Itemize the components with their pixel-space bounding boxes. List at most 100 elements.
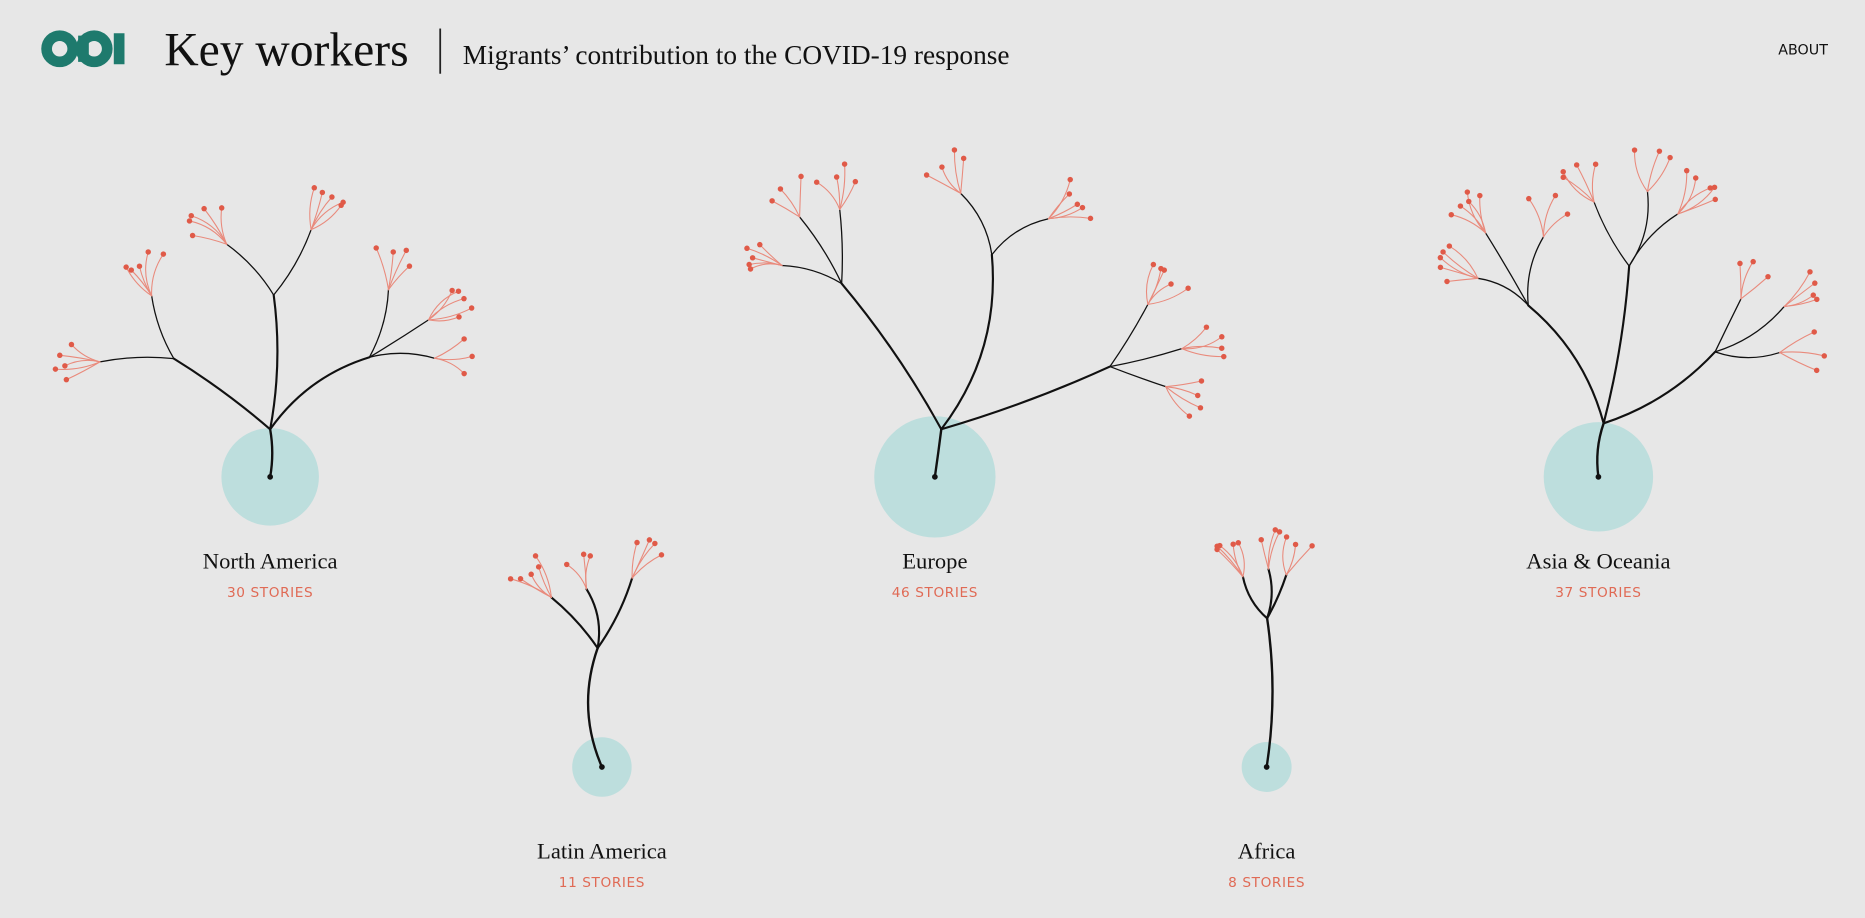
region-stories[interactable]: 46 STORIES bbox=[892, 585, 978, 601]
tree-leaf bbox=[390, 249, 396, 255]
logo[interactable] bbox=[41, 30, 125, 68]
tree-leaf bbox=[1185, 285, 1191, 291]
tree-leaf bbox=[311, 185, 318, 191]
tree-branch bbox=[1714, 351, 1781, 359]
tree-leaf-stem bbox=[1165, 380, 1203, 388]
tree-branch bbox=[940, 253, 994, 431]
tree-leaf-stem bbox=[427, 307, 473, 321]
tree-leaf bbox=[1711, 184, 1718, 191]
tree-leaf bbox=[1258, 536, 1264, 543]
region-name[interactable]: Latin America bbox=[537, 839, 667, 864]
tree-branch bbox=[1266, 568, 1273, 620]
tree-branch bbox=[585, 587, 601, 650]
tree-leaf bbox=[373, 245, 379, 251]
region-name[interactable]: Europe bbox=[902, 548, 967, 573]
tree-leaf-stem bbox=[145, 251, 153, 297]
tree-leaf-stem bbox=[1165, 386, 1202, 409]
tree-leaf-stem bbox=[746, 247, 783, 267]
tree-leaf bbox=[658, 552, 665, 558]
tree-leaf bbox=[564, 561, 570, 568]
tree-leaf-stem bbox=[188, 220, 228, 245]
tree-leaf-stem bbox=[1459, 205, 1487, 234]
tree-leaf-stem bbox=[816, 181, 841, 210]
tree-leaf-stem bbox=[1591, 163, 1597, 203]
tree-leaf-stem bbox=[1450, 214, 1487, 234]
tree-leaf bbox=[507, 576, 514, 582]
tree-leaf bbox=[145, 249, 151, 255]
tree-leaf bbox=[1066, 191, 1073, 197]
tree-leaf-stem bbox=[1740, 276, 1769, 300]
tree-leaf-stem bbox=[538, 566, 552, 598]
tree-leaf bbox=[189, 232, 196, 239]
tree-branch bbox=[1241, 575, 1269, 620]
tree-leaf-stem bbox=[1468, 200, 1487, 234]
region-name[interactable]: North America bbox=[203, 548, 338, 573]
tree-leaf bbox=[461, 295, 467, 302]
tree-leaf-stem bbox=[749, 263, 783, 270]
tree-leaf bbox=[1283, 534, 1290, 540]
tree-leaf-stem bbox=[1542, 213, 1569, 238]
tree-trunk bbox=[586, 646, 604, 769]
tree-leaf bbox=[1813, 367, 1820, 374]
tree-leaf bbox=[461, 336, 467, 342]
tree-leaf bbox=[406, 263, 413, 269]
tree-leaf-stem bbox=[1779, 351, 1825, 357]
region-name[interactable]: Africa bbox=[1238, 839, 1296, 864]
tree-leaf bbox=[1292, 541, 1299, 548]
tree-branch bbox=[1602, 264, 1631, 425]
tree-leaf bbox=[813, 179, 820, 185]
tree-leaf-stem bbox=[1147, 268, 1162, 305]
tree-leaf bbox=[1683, 167, 1690, 174]
tree-leaf bbox=[1219, 345, 1225, 351]
tree-leaf-stem bbox=[1219, 545, 1244, 578]
tree-leaf-stem bbox=[375, 247, 390, 291]
tree-leaf bbox=[1811, 329, 1817, 335]
tree-leaf-stem bbox=[1439, 266, 1479, 279]
tree-root bbox=[1595, 473, 1602, 480]
tree-leaf bbox=[319, 189, 326, 196]
tree-trunk bbox=[1596, 422, 1605, 479]
tree-leaf-stem bbox=[130, 269, 153, 297]
tree-leaf-stem bbox=[839, 163, 846, 210]
region-stories[interactable]: 30 STORIES bbox=[227, 585, 313, 601]
region-stories[interactable]: 8 STORIES bbox=[1228, 875, 1305, 891]
region-stories[interactable]: 37 STORIES bbox=[1555, 585, 1641, 601]
tree-leaf-stem bbox=[836, 176, 841, 210]
tree-leaf-stem bbox=[1634, 149, 1649, 193]
tree-leaf-stem bbox=[1677, 187, 1711, 215]
tree-branch bbox=[172, 357, 272, 431]
tree-leaf bbox=[1150, 261, 1157, 268]
tree-root bbox=[1263, 764, 1270, 770]
tree-leaf-stem bbox=[535, 555, 552, 598]
logo-o bbox=[41, 30, 79, 68]
tree-leaf bbox=[1079, 204, 1086, 211]
tree-branch bbox=[1714, 298, 1742, 353]
tree-leaf bbox=[841, 161, 848, 167]
tree-leaf-stem bbox=[387, 251, 394, 291]
tree-leaf-stem bbox=[583, 553, 588, 590]
tree-branch bbox=[368, 319, 430, 358]
tree-leaf bbox=[1448, 211, 1455, 218]
tree-branch bbox=[781, 264, 843, 285]
tree-leaf-stem bbox=[1562, 176, 1595, 203]
tree-leaf bbox=[188, 213, 195, 219]
tree-leaf bbox=[1712, 196, 1719, 203]
region-stories[interactable]: 11 STORIES bbox=[559, 875, 645, 891]
region-name[interactable]: Asia & Oceania bbox=[1526, 548, 1670, 573]
tree-leaf-stem bbox=[1047, 179, 1071, 220]
tree-leaf-stem bbox=[799, 175, 802, 218]
tree-leaf bbox=[1074, 201, 1081, 207]
tree-leaf bbox=[798, 173, 804, 180]
tree-leaf bbox=[1186, 413, 1193, 419]
tree-leaf-stem bbox=[310, 204, 342, 231]
tree-leaf-stem bbox=[1646, 157, 1671, 193]
tree-branch bbox=[1628, 190, 1649, 267]
tree-leaf bbox=[634, 539, 640, 546]
about-link[interactable]: ABOUT bbox=[1778, 43, 1828, 59]
tree-trunk bbox=[933, 428, 943, 479]
tree-leaf bbox=[52, 366, 59, 372]
tree-branch bbox=[550, 596, 599, 650]
tree-leaf-stem bbox=[65, 361, 101, 381]
tree-leaf bbox=[1203, 324, 1210, 330]
tree-branch bbox=[1109, 303, 1149, 368]
